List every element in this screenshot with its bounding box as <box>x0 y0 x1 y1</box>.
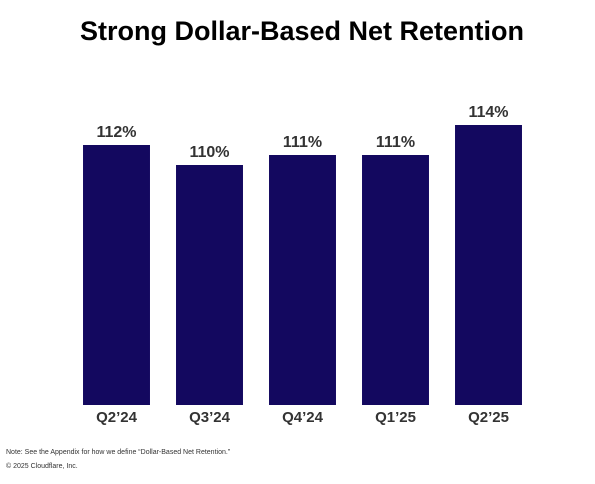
value-label: 111% <box>283 134 322 151</box>
bar <box>269 155 336 405</box>
x-tick-label: Q3’24 <box>189 409 231 426</box>
x-tick-label: Q4’24 <box>282 409 324 426</box>
value-label: 112% <box>96 124 136 141</box>
value-label: 114% <box>468 104 508 121</box>
bar <box>83 145 150 405</box>
copyright: © 2025 Cloudflare, Inc. <box>6 463 78 470</box>
chart: Strong Dollar-Based Net Retention 112% Q2… <box>80 16 524 426</box>
value-label: 111% <box>376 134 415 151</box>
bar <box>455 125 522 405</box>
chart-title: Strong Dollar-Based Net Retention <box>80 16 524 46</box>
bar <box>176 165 243 405</box>
footnote: Note: See the Appendix for how we define… <box>6 449 231 456</box>
bar <box>362 155 429 405</box>
x-tick-label: Q2’24 <box>96 409 138 426</box>
value-label: 110% <box>189 144 229 161</box>
x-tick-label: Q2’25 <box>468 409 509 426</box>
x-tick-label: Q1’25 <box>375 409 416 426</box>
